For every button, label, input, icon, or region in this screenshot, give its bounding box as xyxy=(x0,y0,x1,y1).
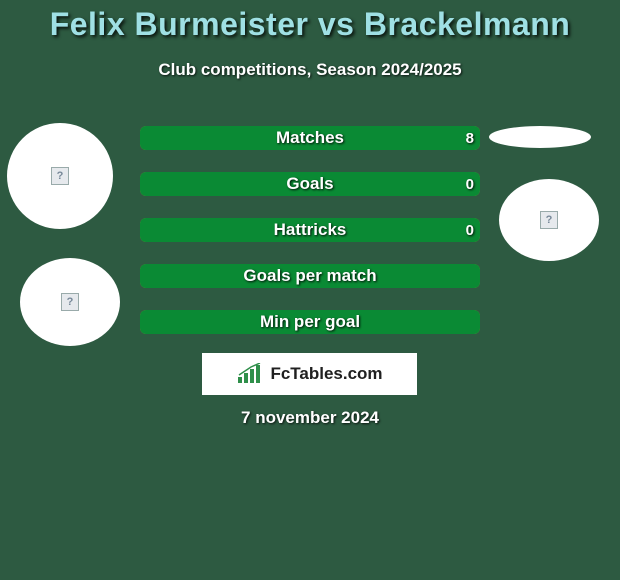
stat-bar-value-right: 8 xyxy=(466,126,474,150)
stat-bar-row: Min per goal xyxy=(140,310,480,334)
player-avatar-left-top: ? xyxy=(7,123,113,229)
brand-logo-box: FcTables.com xyxy=(202,353,417,395)
page-title: Felix Burmeister vs Brackelmann xyxy=(0,6,620,43)
stat-bar-row: Matches8 xyxy=(140,126,480,150)
player-avatar-left-bottom: ? xyxy=(20,258,120,346)
player-avatar-right: ? xyxy=(499,179,599,261)
stat-bar-value-right: 0 xyxy=(466,172,474,196)
stat-bar-row: Hattricks0 xyxy=(140,218,480,242)
brand-chart-icon xyxy=(236,363,264,385)
image-placeholder-icon: ? xyxy=(540,211,558,229)
stat-bars: Matches8Goals0Hattricks0Goals per matchM… xyxy=(140,126,480,356)
stat-bar-row: Goals0 xyxy=(140,172,480,196)
decorative-ellipse xyxy=(489,126,591,148)
image-placeholder-icon: ? xyxy=(61,293,79,311)
snapshot-date: 7 november 2024 xyxy=(0,408,620,428)
stat-bar-row: Goals per match xyxy=(140,264,480,288)
stat-bar-label: Min per goal xyxy=(140,310,480,334)
stat-bar-label: Matches xyxy=(140,126,480,150)
stat-bar-label: Goals xyxy=(140,172,480,196)
brand-logo-text: FcTables.com xyxy=(270,364,382,384)
stat-bar-label: Goals per match xyxy=(140,264,480,288)
image-placeholder-icon: ? xyxy=(51,167,69,185)
stat-bar-label: Hattricks xyxy=(140,218,480,242)
stat-bar-value-right: 0 xyxy=(466,218,474,242)
page-subtitle: Club competitions, Season 2024/2025 xyxy=(0,60,620,80)
